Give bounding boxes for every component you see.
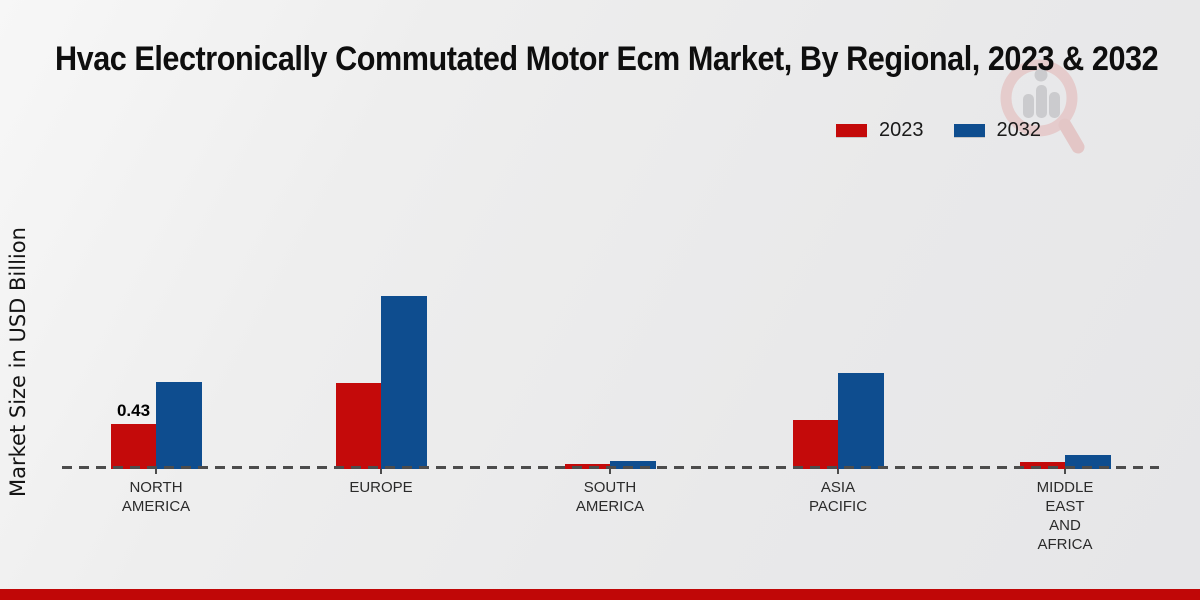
bar-2032-north-america xyxy=(156,382,202,469)
legend-swatch-2032 xyxy=(953,124,985,137)
bar-2032-south-america xyxy=(610,461,656,469)
bar-2032-asia-pacific xyxy=(838,373,884,469)
legend-item-2023: 2023 xyxy=(836,119,924,142)
magnifier-logo-watermark xyxy=(995,50,1087,163)
footer-accent-bar xyxy=(0,589,1200,600)
legend: 2023 2032 xyxy=(836,119,1041,142)
data-label-2023-north-america: 0.43 xyxy=(116,401,151,420)
legend-item-2032: 2032 xyxy=(953,119,1042,142)
x-axis-tick-europe xyxy=(380,469,382,474)
chart-title: Hvac Electronically Commutated Motor Ecm… xyxy=(55,40,1159,78)
bar-2023-north-america xyxy=(111,424,156,469)
category-label-middle-east-and-africa: MIDDLE EAST AND AFRICA xyxy=(1036,479,1094,553)
x-axis-tick-south-america xyxy=(609,469,611,474)
bar-2023-europe xyxy=(336,383,381,469)
x-axis-baseline xyxy=(62,466,1159,469)
category-label-europe: EUROPE xyxy=(349,479,413,496)
bar-2032-europe xyxy=(381,296,427,469)
legend-label-2032: 2032 xyxy=(996,119,1042,141)
x-axis-tick-asia-pacific xyxy=(837,469,839,474)
x-axis-tick-middle-east-and-africa xyxy=(1064,469,1066,474)
bar-2023-asia-pacific xyxy=(793,420,838,469)
bar-2032-middle-east-and-africa xyxy=(1065,455,1111,469)
x-axis-tick-north-america xyxy=(155,469,157,474)
category-label-asia-pacific: ASIA PACIFIC xyxy=(808,479,868,515)
legend-label-2023: 2023 xyxy=(879,119,924,141)
legend-swatch-2023 xyxy=(836,124,867,137)
category-label-north-america: NORTH AMERICA xyxy=(121,479,191,515)
bar-2023-middle-east-and-africa xyxy=(1020,462,1065,469)
magnifier-bars-icon xyxy=(1000,59,1085,154)
category-label-south-america: SOUTH AMERICA xyxy=(575,479,645,515)
